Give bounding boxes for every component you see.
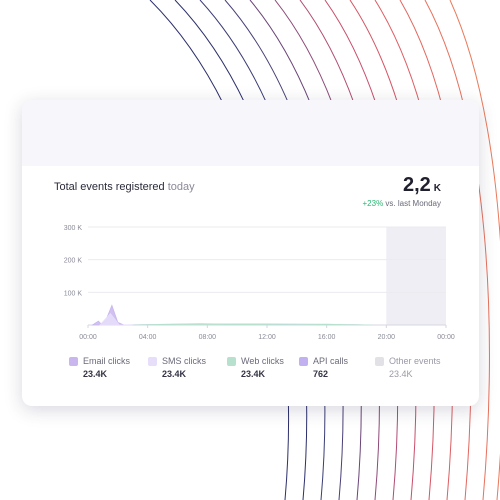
legend-item[interactable]: Email clicks 23.4K (69, 356, 130, 379)
legend-label: Web clicks (241, 356, 284, 366)
legend-swatch (148, 356, 157, 366)
legend-item[interactable]: Other events 23.4K (375, 356, 441, 379)
events-area-chart: 300 K 200 K 100 K 00:00 04:00 08:00 12:00 16:00… (64, 225, 455, 341)
x-tick-label: 00:00 (437, 334, 455, 341)
chart-legend: Email clicks 23.4K SMS clicks 23.4K Web clic… (69, 356, 469, 382)
kpi-delta-suffix: vs. last Monday (385, 199, 441, 208)
legend-swatch (375, 356, 384, 366)
legend-value: 762 (313, 369, 329, 379)
legend-row: Other events (375, 356, 441, 366)
legend-value: 23.4K (241, 369, 266, 379)
legend-value: 23.4K (83, 369, 108, 379)
legend-label: Email clicks (83, 356, 131, 366)
widget-title: Total events registered today (54, 181, 195, 193)
x-tick-label: 08:00 (199, 334, 217, 341)
series-area-web-clicks (132, 323, 372, 326)
x-tick-label: 04:00 (139, 334, 157, 341)
legend-item[interactable]: Web clicks 23.4K (227, 356, 284, 379)
legend-swatch (299, 356, 308, 366)
series-area-email-clicks (91, 304, 372, 326)
x-tick-label: 12:00 (258, 334, 276, 341)
y-tick-label: 100 K (64, 290, 83, 297)
x-tick-label: 00:00 (79, 334, 97, 341)
x-tick-label: 16:00 (318, 334, 336, 341)
legend-row: SMS clicks (148, 356, 206, 366)
legend-value: 23.4K (389, 369, 413, 379)
widget-title-text: Total events registered (54, 181, 165, 193)
legend-value: 23.4K (162, 369, 187, 379)
legend-row: Email clicks (69, 356, 130, 366)
y-tick-label: 200 K (64, 258, 83, 265)
widget-title-suffix: today (167, 181, 195, 193)
kpi-comparison: +23% vs. last Monday (363, 199, 442, 208)
legend-swatch (227, 356, 236, 366)
legend-label: API calls (313, 356, 349, 366)
legend-item[interactable]: SMS clicks 23.4K (148, 356, 206, 379)
legend-label: SMS clicks (162, 356, 207, 366)
kpi-value: 2,2 (402, 174, 431, 196)
series-area-sms-clicks (98, 312, 372, 326)
y-tick-label: 300 K (64, 225, 83, 232)
legend-item[interactable]: API calls 762 (299, 356, 348, 379)
chart-highlight-region (386, 227, 446, 325)
legend-swatch (69, 356, 78, 366)
events-card: Total events registered today 2,2 K +23% … (22, 100, 479, 406)
legend-row: Web clicks (227, 356, 284, 366)
kpi-unit: K (433, 183, 441, 194)
legend-row: API calls (299, 356, 348, 366)
x-tick-label: 20:00 (378, 334, 396, 341)
card-header-band (22, 100, 479, 166)
kpi-total: 2,2 K (403, 174, 441, 197)
legend-label: Other events (389, 356, 441, 366)
kpi-delta: +23% (362, 199, 384, 208)
